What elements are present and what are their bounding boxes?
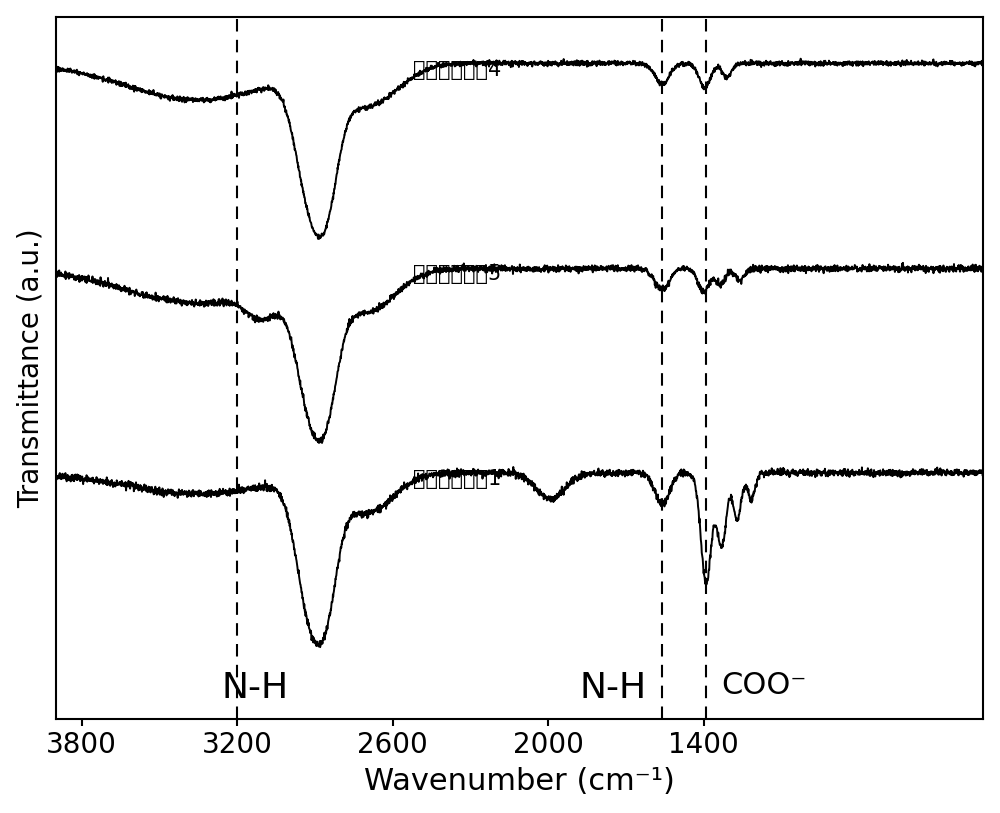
Text: N-H: N-H: [222, 672, 289, 705]
Text: 量子点催化剁1: 量子点催化剁1: [413, 468, 501, 489]
Text: N-H: N-H: [579, 672, 647, 705]
Text: 量子点催化剁5: 量子点催化剁5: [413, 264, 501, 285]
Y-axis label: Transmittance (a.u.): Transmittance (a.u.): [17, 228, 45, 508]
X-axis label: Wavenumber (cm⁻¹): Wavenumber (cm⁻¹): [364, 767, 675, 796]
Text: COO⁻: COO⁻: [722, 672, 807, 700]
Text: 量子点催化剁4: 量子点催化剁4: [413, 60, 501, 80]
